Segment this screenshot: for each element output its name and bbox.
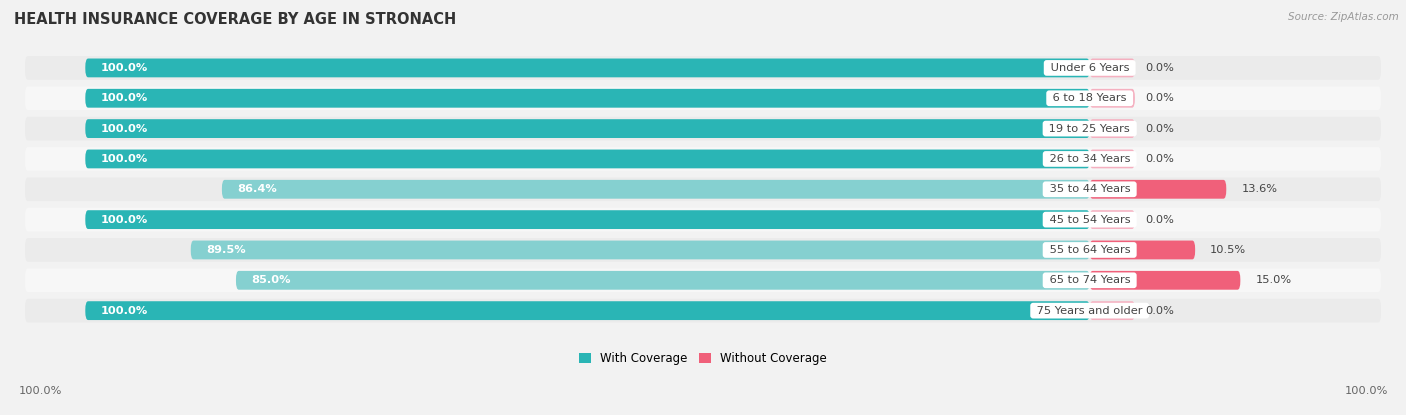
- Text: 13.6%: 13.6%: [1241, 184, 1277, 194]
- FancyBboxPatch shape: [25, 299, 1381, 322]
- Text: 26 to 34 Years: 26 to 34 Years: [1046, 154, 1133, 164]
- Text: 6 to 18 Years: 6 to 18 Years: [1049, 93, 1130, 103]
- Text: Source: ZipAtlas.com: Source: ZipAtlas.com: [1288, 12, 1399, 22]
- Text: 10.5%: 10.5%: [1211, 245, 1246, 255]
- Text: 89.5%: 89.5%: [205, 245, 246, 255]
- FancyBboxPatch shape: [222, 180, 1090, 199]
- Text: 0.0%: 0.0%: [1144, 305, 1174, 316]
- Text: 100.0%: 100.0%: [100, 154, 148, 164]
- FancyBboxPatch shape: [191, 241, 1090, 259]
- Text: 19 to 25 Years: 19 to 25 Years: [1046, 124, 1133, 134]
- Text: Under 6 Years: Under 6 Years: [1046, 63, 1133, 73]
- FancyBboxPatch shape: [1090, 89, 1135, 107]
- FancyBboxPatch shape: [86, 149, 1090, 168]
- FancyBboxPatch shape: [25, 147, 1381, 171]
- Text: 0.0%: 0.0%: [1144, 93, 1174, 103]
- Text: 15.0%: 15.0%: [1256, 275, 1292, 285]
- Text: 86.4%: 86.4%: [238, 184, 277, 194]
- FancyBboxPatch shape: [1090, 271, 1240, 290]
- Text: 0.0%: 0.0%: [1144, 215, 1174, 225]
- FancyBboxPatch shape: [1090, 241, 1195, 259]
- FancyBboxPatch shape: [236, 271, 1090, 290]
- FancyBboxPatch shape: [1090, 119, 1135, 138]
- FancyBboxPatch shape: [25, 86, 1381, 110]
- Text: 0.0%: 0.0%: [1144, 124, 1174, 134]
- Text: 100.0%: 100.0%: [100, 124, 148, 134]
- Text: 100.0%: 100.0%: [100, 93, 148, 103]
- Text: 65 to 74 Years: 65 to 74 Years: [1046, 275, 1133, 285]
- Text: 100.0%: 100.0%: [1344, 386, 1388, 396]
- Text: 0.0%: 0.0%: [1144, 154, 1174, 164]
- Text: 35 to 44 Years: 35 to 44 Years: [1046, 184, 1133, 194]
- FancyBboxPatch shape: [25, 56, 1381, 80]
- FancyBboxPatch shape: [86, 210, 1090, 229]
- Text: 100.0%: 100.0%: [100, 305, 148, 316]
- FancyBboxPatch shape: [1090, 59, 1135, 77]
- Text: 45 to 54 Years: 45 to 54 Years: [1046, 215, 1133, 225]
- FancyBboxPatch shape: [1090, 149, 1135, 168]
- Text: 85.0%: 85.0%: [252, 275, 291, 285]
- FancyBboxPatch shape: [1090, 301, 1135, 320]
- Text: 100.0%: 100.0%: [18, 386, 62, 396]
- FancyBboxPatch shape: [1090, 180, 1226, 199]
- FancyBboxPatch shape: [1090, 210, 1135, 229]
- Text: 75 Years and older: 75 Years and older: [1033, 305, 1146, 316]
- FancyBboxPatch shape: [86, 89, 1090, 107]
- Legend: With Coverage, Without Coverage: With Coverage, Without Coverage: [574, 347, 832, 370]
- Text: 100.0%: 100.0%: [100, 63, 148, 73]
- FancyBboxPatch shape: [25, 117, 1381, 140]
- FancyBboxPatch shape: [25, 238, 1381, 262]
- FancyBboxPatch shape: [86, 59, 1090, 77]
- Text: HEALTH INSURANCE COVERAGE BY AGE IN STRONACH: HEALTH INSURANCE COVERAGE BY AGE IN STRO…: [14, 12, 457, 27]
- FancyBboxPatch shape: [86, 119, 1090, 138]
- Text: 55 to 64 Years: 55 to 64 Years: [1046, 245, 1133, 255]
- FancyBboxPatch shape: [25, 269, 1381, 292]
- Text: 0.0%: 0.0%: [1144, 63, 1174, 73]
- FancyBboxPatch shape: [86, 301, 1090, 320]
- Text: 100.0%: 100.0%: [100, 215, 148, 225]
- FancyBboxPatch shape: [25, 208, 1381, 232]
- FancyBboxPatch shape: [25, 178, 1381, 201]
